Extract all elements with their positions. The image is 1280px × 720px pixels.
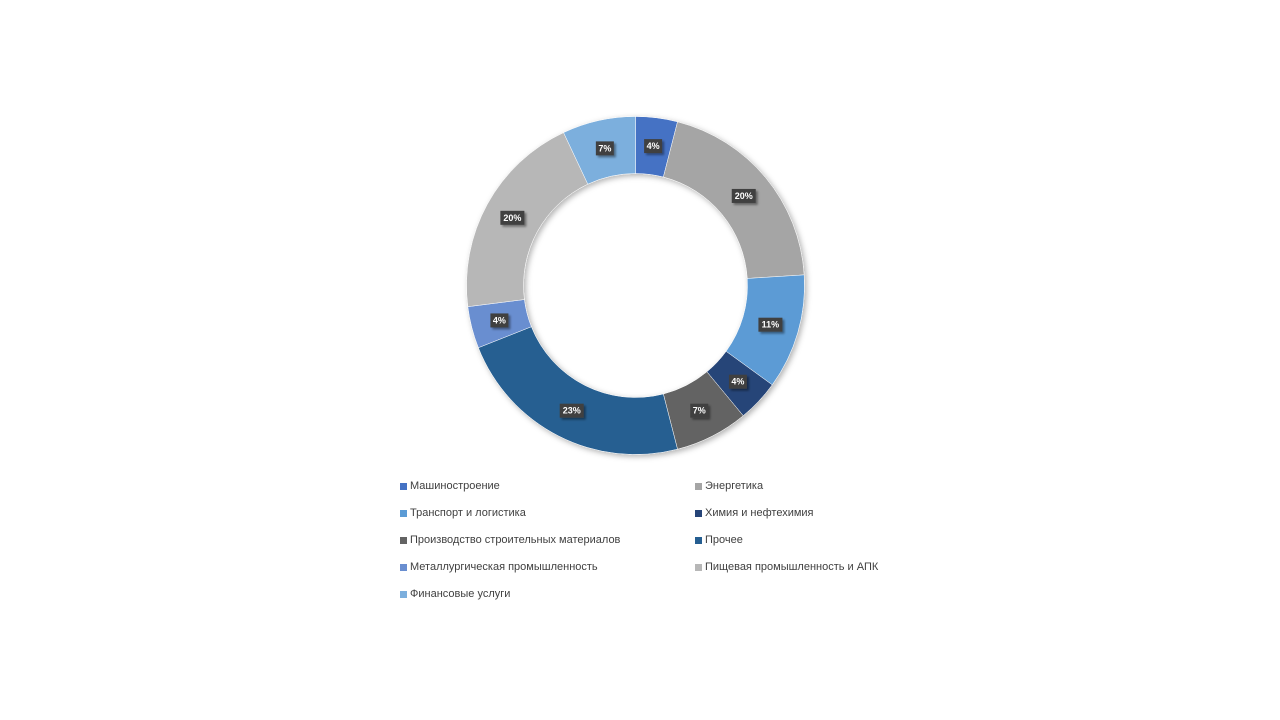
data-label-9: 7% (595, 141, 614, 156)
data-label-box (595, 141, 614, 156)
legend-item: Транспорт и логистика (400, 506, 695, 520)
data-label-box (644, 139, 663, 154)
data-label-text: 11% (762, 320, 780, 330)
legend: Машиностроение Энергетика Транспорт и логи… (400, 479, 960, 601)
data-label-6: 23% (559, 403, 584, 418)
donut-slice-6 (478, 326, 678, 455)
data-label-text: 4% (647, 141, 660, 151)
data-label-7: 4% (490, 313, 509, 328)
data-label-2: 20% (731, 188, 756, 203)
data-label-text: 4% (493, 315, 506, 325)
data-label-text: 23% (563, 406, 581, 416)
legend-swatch (400, 509, 407, 517)
legend-label: Пищевая промышленность и АПК (705, 561, 879, 573)
legend-item: Производство строительных материалов (400, 533, 695, 547)
data-label-box (690, 403, 709, 418)
legend-item: Энергетика (695, 479, 960, 493)
legend-item: Прочее (695, 533, 960, 547)
legend-swatch (400, 536, 407, 544)
data-label-1: 4% (644, 139, 663, 154)
data-label-box (559, 403, 584, 418)
legend-swatch (400, 563, 407, 571)
data-label-box (728, 374, 747, 389)
legend-label: Машиностроение (410, 480, 500, 492)
legend-label: Металлургическая промышленность (410, 561, 598, 573)
data-label-box (500, 210, 525, 225)
data-label-text: 20% (503, 213, 521, 223)
data-label-box (731, 188, 756, 203)
legend-label: Химия и нефтехимия (705, 507, 814, 519)
legend-label: Производство строительных материалов (410, 534, 621, 546)
data-label-text: 4% (731, 377, 744, 387)
legend-label: Прочее (705, 534, 743, 546)
data-label-box (490, 313, 509, 328)
legend-item: Пищевая промышленность и АПК (695, 560, 960, 574)
legend-swatch (695, 509, 702, 517)
legend-item: Машиностроение (400, 479, 695, 493)
legend-swatch (695, 536, 702, 544)
data-label-box (758, 317, 783, 332)
data-label-text: 20% (735, 191, 753, 201)
legend-label: Финансовые услуги (410, 588, 511, 600)
legend-swatch (695, 482, 702, 490)
legend-swatch (400, 590, 407, 598)
legend-label: Транспорт и логистика (410, 507, 526, 519)
data-label-4: 4% (728, 374, 747, 389)
legend-item: Финансовые услуги (400, 587, 695, 601)
legend-item: Металлургическая промышленность (400, 560, 695, 574)
data-label-8: 20% (500, 210, 525, 225)
legend-label: Энергетика (705, 480, 764, 492)
legend-swatch (400, 482, 407, 490)
data-label-3: 11% (758, 317, 783, 332)
legend-item: Химия и нефтехимия (695, 506, 960, 520)
data-label-text: 7% (693, 406, 706, 416)
data-label-text: 7% (598, 143, 611, 153)
data-label-5: 7% (690, 403, 709, 418)
legend-swatch (695, 563, 702, 571)
donut-slice-8 (466, 132, 589, 307)
